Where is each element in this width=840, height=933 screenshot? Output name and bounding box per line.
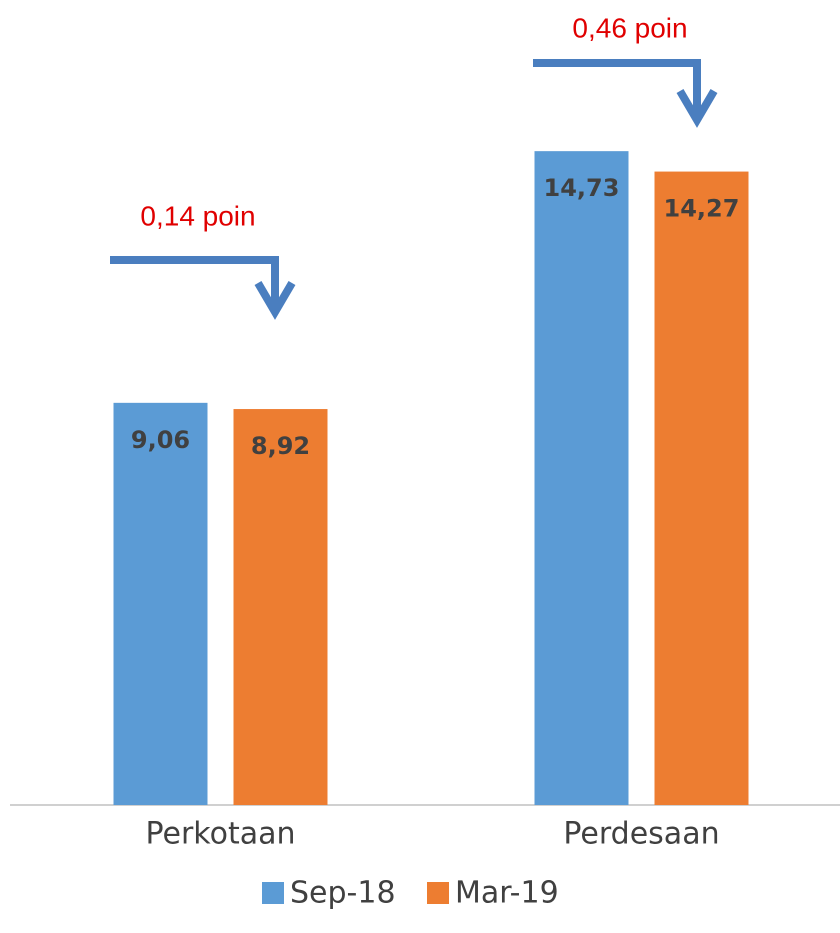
annotation: 0,14 poin	[140, 200, 255, 231]
bar	[534, 151, 629, 805]
data-label: 14,27	[664, 195, 740, 223]
x-tick-label: Perkotaan	[145, 817, 295, 852]
bar	[113, 402, 208, 805]
arrow	[110, 256, 296, 320]
legend-label: Sep-18	[290, 876, 396, 911]
bar	[233, 409, 328, 805]
bar	[654, 171, 749, 805]
legend-swatch	[427, 882, 449, 904]
annotation: 0,46 poin	[572, 12, 687, 43]
arrow	[533, 59, 718, 128]
data-label: 14,73	[544, 174, 620, 202]
x-tick-label: Perdesaan	[563, 817, 719, 852]
data-label: 8,92	[251, 432, 310, 460]
legend-label: Mar-19	[455, 876, 559, 911]
data-label: 9,06	[131, 426, 190, 454]
legend-swatch	[262, 882, 284, 904]
